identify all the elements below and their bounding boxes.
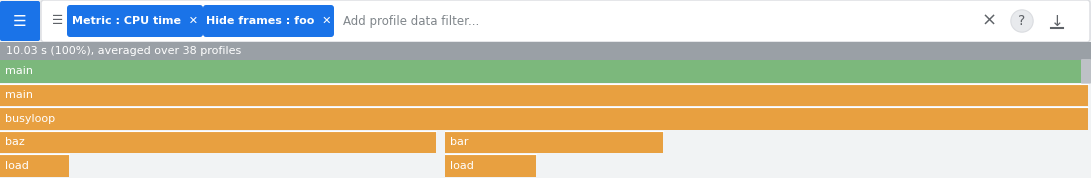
Text: ↓: ↓: [1051, 14, 1064, 28]
Text: busyloop: busyloop: [5, 114, 56, 124]
Text: load: load: [451, 161, 473, 171]
Bar: [0, 60, 1088, 83]
Text: 10.03 s (100%), averaged over 38 profiles: 10.03 s (100%), averaged over 38 profile…: [5, 46, 241, 56]
Bar: [0, 42, 1091, 60]
Text: bar: bar: [451, 137, 469, 147]
Bar: [0, 107, 1088, 130]
Text: Add profile data filter...: Add profile data filter...: [343, 14, 479, 27]
Text: ☰: ☰: [13, 14, 27, 28]
Text: ×: ×: [982, 12, 996, 30]
FancyBboxPatch shape: [41, 0, 1090, 42]
Bar: [0, 84, 1088, 106]
Text: Metric : CPU time  ✕: Metric : CPU time ✕: [72, 16, 199, 26]
Text: Hide frames : foo  ✕: Hide frames : foo ✕: [206, 16, 332, 26]
Text: main: main: [5, 90, 33, 100]
Text: baz: baz: [5, 137, 25, 147]
Bar: [445, 154, 536, 177]
Text: main: main: [5, 66, 33, 76]
Bar: [0, 131, 436, 153]
FancyBboxPatch shape: [0, 1, 40, 41]
FancyBboxPatch shape: [67, 5, 203, 37]
Bar: [0, 154, 69, 177]
Text: ?: ?: [1018, 14, 1026, 28]
Text: ☰: ☰: [52, 14, 63, 27]
Text: load: load: [5, 161, 28, 171]
Bar: [445, 131, 663, 153]
FancyBboxPatch shape: [1081, 59, 1091, 84]
FancyBboxPatch shape: [203, 5, 334, 37]
